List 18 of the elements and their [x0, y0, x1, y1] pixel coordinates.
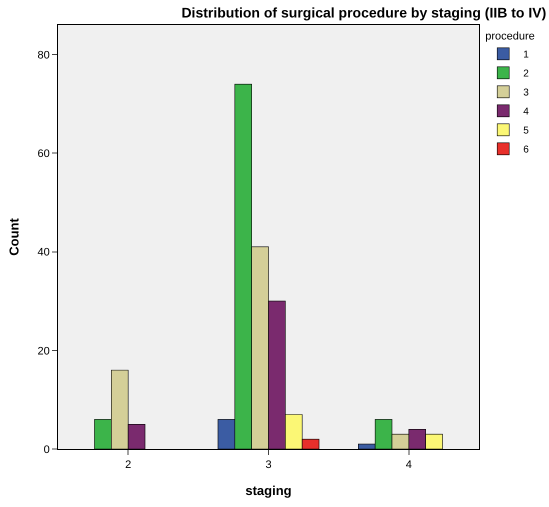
y-tick-label: 0 [44, 444, 50, 456]
chart-title: Distribution of surgical procedure by staging (IIB to IV) [181, 4, 546, 20]
legend-label: 3 [523, 88, 530, 99]
y-axis-title: Count [6, 218, 22, 256]
legend-label: 1 [523, 50, 530, 61]
legend-label: 4 [523, 106, 530, 118]
legend-title: procedure [485, 30, 535, 42]
x-axis-title: staging [245, 482, 292, 498]
y-tick-label: 20 [38, 345, 50, 358]
x-tick-label: 4 [406, 459, 412, 472]
x-tick-label: 2 [125, 459, 132, 472]
legend-label: 2 [523, 68, 530, 80]
legend-label: 5 [523, 126, 530, 137]
y-tick-label: 40 [38, 246, 50, 259]
y-tick-label: 80 [38, 49, 50, 62]
x-tick-label: 3 [265, 459, 272, 472]
y-tick-label: 60 [38, 148, 50, 160]
legend-label: 6 [523, 144, 530, 156]
